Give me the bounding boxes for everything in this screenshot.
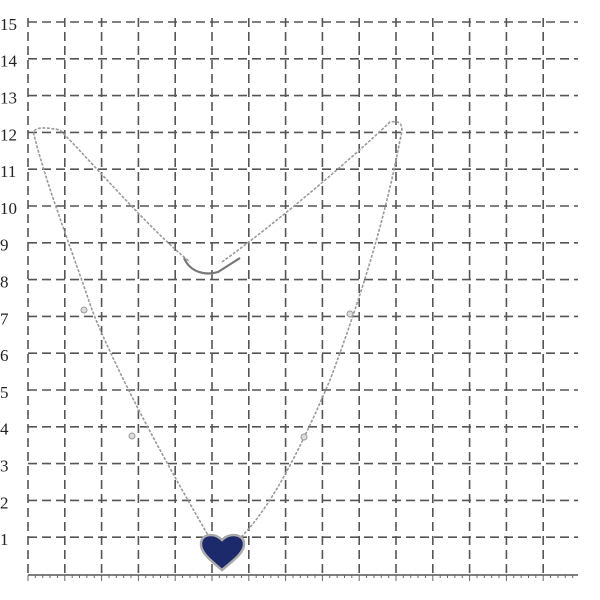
scale-label: 9 xyxy=(0,236,9,255)
bead xyxy=(346,310,354,318)
scale-labels: 15 14 13 12 11 10 9 8 7 6 5 4 3 2 1 xyxy=(0,15,18,549)
scale-label: 7 xyxy=(0,309,9,328)
measurement-grid xyxy=(27,18,578,581)
scale-label: 14 xyxy=(0,52,18,71)
bead xyxy=(300,433,308,441)
scale-label: 13 xyxy=(0,89,17,108)
scale-label: 1 xyxy=(0,530,9,549)
necklace xyxy=(32,120,403,572)
scale-label: 12 xyxy=(0,125,17,144)
scale-label: 8 xyxy=(0,273,9,292)
heart-stone xyxy=(199,533,246,572)
bead xyxy=(128,432,136,440)
scale-label: 4 xyxy=(0,420,9,439)
scale-label: 2 xyxy=(0,493,9,512)
bead xyxy=(80,306,88,314)
scale-label: 15 xyxy=(0,15,17,34)
chain xyxy=(32,127,213,543)
scale-label: 11 xyxy=(0,162,16,181)
scale-label: 3 xyxy=(0,457,9,476)
chain xyxy=(221,120,403,541)
scale-label: 10 xyxy=(0,199,17,218)
scale-label: 6 xyxy=(0,346,9,365)
scale-label: 5 xyxy=(0,383,9,402)
clasp xyxy=(182,257,241,275)
